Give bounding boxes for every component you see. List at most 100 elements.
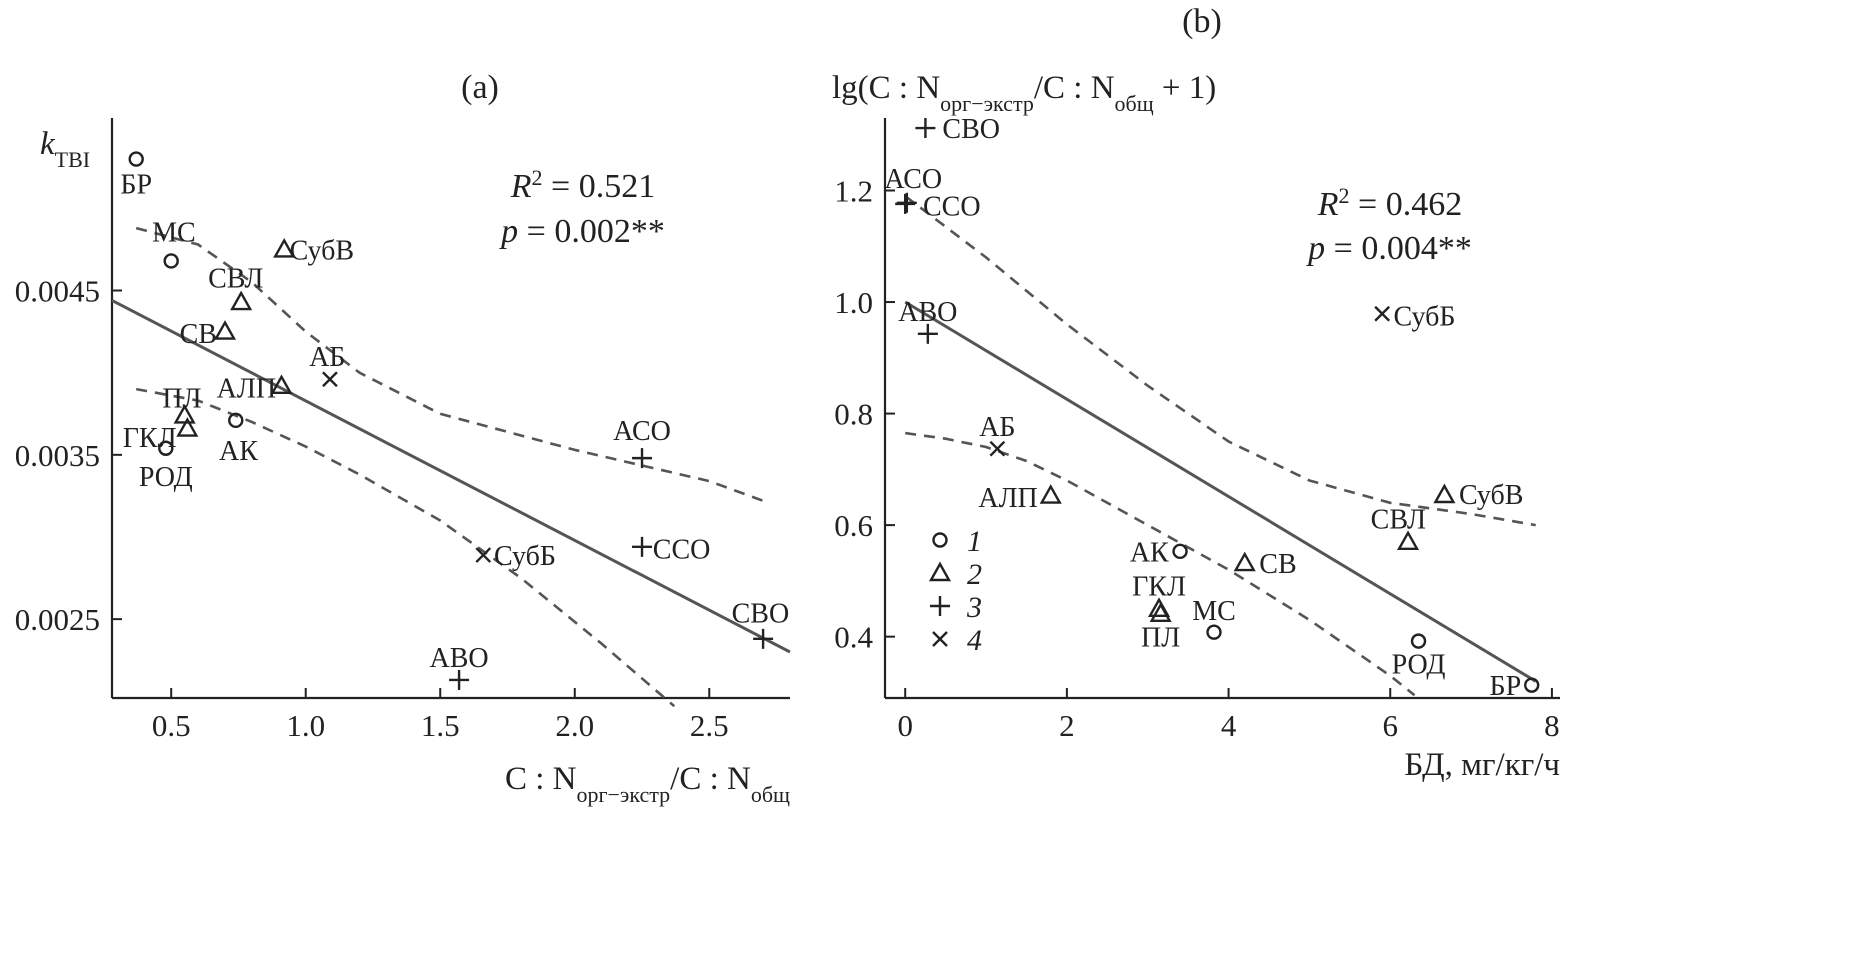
point-label: РОД <box>139 462 193 493</box>
data-point <box>1410 633 1427 649</box>
data-point <box>1374 305 1391 322</box>
point-label: СубВ <box>290 235 355 266</box>
data-point <box>163 253 179 269</box>
point-label: АВО <box>898 297 957 328</box>
point-label: БР <box>120 170 152 201</box>
x-tick-label: 0 <box>897 708 913 743</box>
y-axis-title: lg(C : Nорг−экстр/C : Nобщ + 1) <box>832 70 1216 116</box>
point-label: ГКЛ <box>123 423 177 454</box>
x-tick-label: 6 <box>1382 708 1398 743</box>
data-point <box>273 237 296 258</box>
x-axis-title: C : Nорг−экстр/C : Nобщ <box>505 761 790 807</box>
data-point <box>1149 602 1172 622</box>
point-label: БР <box>1490 671 1522 702</box>
x-axis-title-part: /C : N <box>670 761 751 797</box>
legend-marker <box>930 596 950 616</box>
point-label: ПЛ <box>162 383 201 414</box>
r-value: = 0.462 <box>1350 186 1463 223</box>
data-point <box>1433 483 1456 504</box>
y-tick-label: 0.6 <box>834 508 873 543</box>
data-point <box>128 151 144 167</box>
panel-label: (b) <box>1182 3 1222 40</box>
data-point <box>632 536 653 557</box>
data-point <box>989 440 1006 457</box>
point-label: СВ <box>1259 549 1296 580</box>
data-point <box>158 440 174 456</box>
data-point <box>1396 530 1420 551</box>
r-value: = 0.521 <box>543 168 656 205</box>
x-tick-label: 1.0 <box>286 708 325 743</box>
point-label: АБ <box>979 412 1015 443</box>
point-label: СубБ <box>1393 301 1455 332</box>
point-label: СВО <box>732 599 790 630</box>
point-label: АК <box>219 436 258 467</box>
y-tick-label: 1.0 <box>834 285 873 320</box>
y-tick-label: 0.8 <box>834 397 873 432</box>
data-point <box>475 547 492 563</box>
x-axis-title-part: общ <box>751 782 790 807</box>
data-point <box>270 374 293 395</box>
r-sup: 2 <box>1339 183 1350 208</box>
confidence-upper-line <box>135 226 764 503</box>
r-sup: 2 <box>532 165 543 190</box>
point-label: СВ <box>180 319 217 350</box>
y-tick-label: 0.0035 <box>15 438 100 473</box>
data-point <box>449 669 470 690</box>
legend-marker <box>928 561 952 582</box>
data-point <box>1524 677 1540 693</box>
point-label: СВЛ <box>1371 504 1426 535</box>
data-point <box>228 412 244 429</box>
y-tick-label: 0.4 <box>834 620 873 655</box>
x-tick-label: 1.5 <box>421 708 460 743</box>
point-label: СубВ <box>1459 480 1524 511</box>
point-label: МС <box>152 217 196 248</box>
point-label: АЛП <box>978 483 1037 514</box>
x-axis-title: БД, мг/кг/ч <box>1404 747 1560 783</box>
y-axis-title-part: + 1) <box>1154 70 1217 106</box>
data-point <box>1206 624 1222 640</box>
legend-label: 2 <box>967 558 982 591</box>
x-tick-label: 2 <box>1059 708 1075 743</box>
panel-b-chart: 0 2 4 6 8 0.4 0.6 0.8 1.0 1.2 АК МС РОД БР СубВ СВЛ СВ АЛ… <box>832 3 1560 783</box>
data-point <box>753 628 774 649</box>
point-label: АСО <box>884 164 942 195</box>
p-value: = 0.004** <box>1325 230 1472 267</box>
y-axis-title-part: /C : N <box>1034 70 1115 106</box>
r-squared-annotation: R2 = 0.462 <box>1317 183 1462 224</box>
data-point <box>322 371 338 388</box>
data-point <box>176 417 199 437</box>
point-label: АБ <box>309 342 345 373</box>
y-axis-title-base: k <box>40 126 56 162</box>
data-point <box>230 290 253 311</box>
x-axis-title-part: орг−экстр <box>577 782 671 807</box>
x-axis-title-part: C : N <box>505 761 577 797</box>
y-axis-title-sub: TBI <box>55 147 90 172</box>
y-tick-label: 0.0045 <box>15 274 100 309</box>
r-label: R <box>1317 186 1339 223</box>
point-label: СВО <box>942 114 1000 145</box>
legend-label: 1 <box>967 525 982 558</box>
legend-marker <box>932 631 948 647</box>
legend-label: 3 <box>966 591 982 624</box>
data-point <box>213 320 237 340</box>
data-point <box>917 323 938 344</box>
y-axis-title-part: lg(C : N <box>832 70 940 106</box>
point-label: АСО <box>613 416 671 447</box>
p-label: p <box>1306 230 1325 267</box>
p-value-annotation: p = 0.004** <box>1306 230 1472 267</box>
data-point <box>1039 484 1062 504</box>
x-tick-label: 0.5 <box>152 708 191 743</box>
r-squared-annotation: R2 = 0.521 <box>510 165 655 206</box>
point-label: СубБ <box>494 541 556 572</box>
data-point <box>895 193 916 214</box>
point-label: ПЛ <box>1141 623 1180 654</box>
x-tick-label: 2.5 <box>690 708 729 743</box>
legend-label: 4 <box>967 624 982 657</box>
point-label: ССО <box>923 192 981 223</box>
point-label: ГКЛ <box>1132 571 1186 602</box>
data-point <box>1172 543 1188 560</box>
y-tick-label: 1.2 <box>834 174 873 209</box>
